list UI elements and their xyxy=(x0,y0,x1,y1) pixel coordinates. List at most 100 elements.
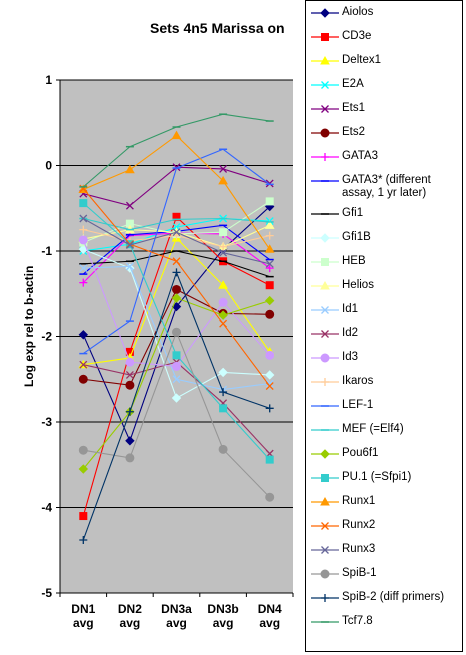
marker-id1 xyxy=(172,375,181,384)
marker-ets1 xyxy=(219,164,228,173)
marker-ets1 xyxy=(125,201,134,210)
marker-spib-1 xyxy=(218,444,228,454)
legend-label-id3: Id3 xyxy=(342,351,358,363)
marker-runx2 xyxy=(219,319,228,328)
legend-swatch-gata3 xyxy=(311,153,339,161)
marker-aiolos xyxy=(125,436,135,446)
marker-runx3 xyxy=(265,259,274,268)
marker-id3 xyxy=(172,361,181,371)
marker-pu-1-sfpi1 xyxy=(79,199,88,208)
legend-label-gata3-different-assay-1-yr-later: GATA3* (different assay, 1 yr later) xyxy=(342,174,431,199)
series-ets1 xyxy=(79,163,274,210)
chart-title: Sets 4n5 Marissa on xyxy=(150,20,285,36)
legend-label-gfi1: Gfi1 xyxy=(342,207,364,219)
marker-runx1 xyxy=(218,175,228,185)
x-tick-label: DN3a avg xyxy=(161,602,192,630)
legend-swatch-e2a xyxy=(311,81,339,89)
legend-label-heb: HEB xyxy=(342,255,366,267)
marker-spib-1 xyxy=(172,327,181,337)
marker-id3 xyxy=(125,357,135,367)
marker-helios xyxy=(264,220,275,229)
marker-spib-1 xyxy=(78,445,88,455)
legend-swatch-ets2 xyxy=(311,128,339,138)
marker-runx1 xyxy=(125,164,135,174)
marker-cd3e xyxy=(321,33,329,41)
marker-id2 xyxy=(321,330,329,338)
marker-runx3 xyxy=(79,214,88,223)
legend-swatch-id2 xyxy=(311,330,339,338)
marker-runx3 xyxy=(125,241,134,249)
series-tcf7-8 xyxy=(79,113,274,188)
x-tick-label: DN4 avg xyxy=(258,602,282,630)
marker-helios xyxy=(320,280,330,290)
marker-heb xyxy=(321,258,329,266)
legend-label-ets2: Ets2 xyxy=(342,126,366,138)
marker-ets2 xyxy=(125,380,135,390)
y-tick-label: 0 xyxy=(45,159,52,173)
marker-gata3 xyxy=(321,153,329,161)
legend-swatch-ikaros xyxy=(311,378,339,386)
marker-spib-2-diff-primers xyxy=(79,535,88,544)
legend-label-gfi1b: Gfi1B xyxy=(342,231,371,243)
legend-swatch-mef-elf4 xyxy=(311,429,339,431)
legend-label-id1: Id1 xyxy=(342,303,358,315)
legend-label-id2: Id2 xyxy=(342,327,358,339)
marker-runx2 xyxy=(321,522,329,530)
legend-label-pu-1-sfpi1: PU.1 (=Sfpi1) xyxy=(342,471,412,483)
marker-id2 xyxy=(125,371,134,379)
marker-gfi1b xyxy=(264,370,275,380)
marker-spib-2-diff-primers xyxy=(172,268,181,277)
marker-heb xyxy=(265,197,274,206)
y-tick-label: 1 xyxy=(45,73,52,87)
marker-cd3e xyxy=(265,281,274,290)
legend-swatch-cd3e xyxy=(311,33,339,41)
series-spib-2-diff-primers xyxy=(79,268,274,544)
legend-label-runx2: Runx2 xyxy=(342,519,376,531)
marker-deltex1 xyxy=(320,55,330,65)
marker-pu-1-sfpi1 xyxy=(172,351,181,360)
legend: Aiolos CD3e Deltex1 E2A Ets1 Ets2 GATA3 GATA3* … xyxy=(305,0,463,652)
marker-id2 xyxy=(79,360,88,369)
series-id3 xyxy=(78,235,275,371)
marker-e2a xyxy=(321,81,329,89)
marker-runx2 xyxy=(265,382,274,391)
marker-pu-1-sfpi1 xyxy=(265,455,274,464)
legend-label-runx3: Runx3 xyxy=(342,543,376,555)
marker-gata3 xyxy=(79,278,88,287)
marker-pou6f1 xyxy=(78,464,89,474)
legend-swatch-lef-1 xyxy=(311,405,339,407)
y-tick-label: -5 xyxy=(41,586,52,600)
legend-label-helios: Helios xyxy=(342,279,374,291)
legend-label-e2a: E2A xyxy=(342,78,364,90)
x-tick-label: DN1 avg xyxy=(71,602,95,630)
marker-spib-2-diff-primers xyxy=(125,407,134,416)
marker-ets2 xyxy=(172,284,181,294)
legend-label-aiolos: Aiolos xyxy=(342,6,374,18)
marker-id1 xyxy=(321,306,329,314)
marker-aiolos xyxy=(78,330,89,340)
legend-label-runx1: Runx1 xyxy=(342,495,376,507)
marker-pou6f1 xyxy=(320,449,330,459)
legend-swatch-deltex1 xyxy=(311,55,339,65)
legend-swatch-aiolos xyxy=(311,8,339,18)
marker-gfi1b xyxy=(320,233,330,243)
marker-id3 xyxy=(218,297,228,307)
marker-heb xyxy=(219,228,228,237)
legend-label-cd3e: CD3e xyxy=(342,30,372,42)
marker-id3 xyxy=(78,235,88,245)
x-tick-label: DN2 avg xyxy=(118,602,142,630)
marker-pou6f1 xyxy=(264,295,275,306)
legend-label-gata3: GATA3 xyxy=(342,150,378,162)
legend-label-ets1: Ets1 xyxy=(342,102,366,114)
marker-ikaros xyxy=(219,242,228,251)
legend-label-lef-1: LEF-1 xyxy=(342,399,374,411)
marker-cd3e xyxy=(172,212,181,221)
legend-swatch-tcf7-8 xyxy=(311,621,339,623)
marker-runx2 xyxy=(172,257,181,266)
legend-swatch-runx3 xyxy=(311,546,339,554)
marker-runx3 xyxy=(321,546,329,554)
legend-label-spib-2-diff-primers: SpiB-2 (diff primers) xyxy=(342,591,445,603)
legend-swatch-spib-1 xyxy=(311,569,339,579)
legend-swatch-spib-2-diff-primers xyxy=(311,594,339,602)
